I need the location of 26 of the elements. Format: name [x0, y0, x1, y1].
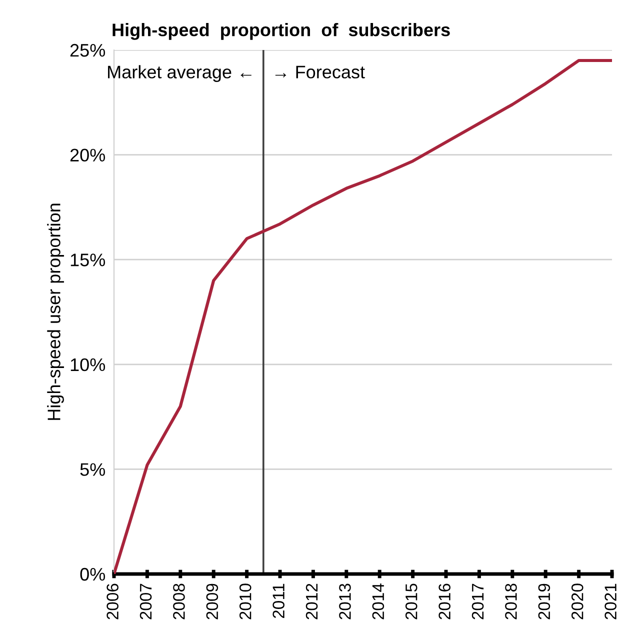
x-tick-label: 2013 [339, 584, 351, 620]
y-tick-label: 15% [70, 254, 106, 266]
y-tick-label: 0% [80, 568, 106, 581]
x-tick-label: 2011 [272, 584, 284, 618]
y-axis-title: High-speed user proportion [47, 204, 64, 420]
x-tick-label: 2006 [106, 584, 118, 620]
x-tick-label: 2014 [372, 584, 384, 620]
x-tick-label: 2017 [472, 584, 484, 620]
x-tick-label: 2007 [140, 584, 152, 620]
x-tick-label: 2021 [604, 584, 616, 620]
annotation: → Forecast [275, 66, 365, 78]
x-tick-label: 2012 [306, 584, 318, 620]
x-tick-label: 2019 [538, 584, 550, 620]
x-tick-label: 2010 [239, 584, 252, 620]
y-tick-label: 5% [80, 463, 106, 476]
y-tick-label: 25% [70, 44, 106, 57]
x-tick-label: 2018 [505, 584, 517, 620]
y-tick-label: 20% [70, 148, 106, 162]
annotation: Market average ← [108, 65, 252, 82]
x-tick-label: 2009 [206, 584, 218, 620]
x-tick-label: 2015 [405, 584, 418, 620]
x-tick-label: 2020 [571, 584, 584, 620]
chart-title: High-speed proportion of subscribers [112, 23, 450, 40]
x-tick-label: 2016 [438, 584, 450, 620]
y-tick-label: 10% [70, 358, 106, 372]
x-tick-label: 2008 [173, 584, 185, 620]
